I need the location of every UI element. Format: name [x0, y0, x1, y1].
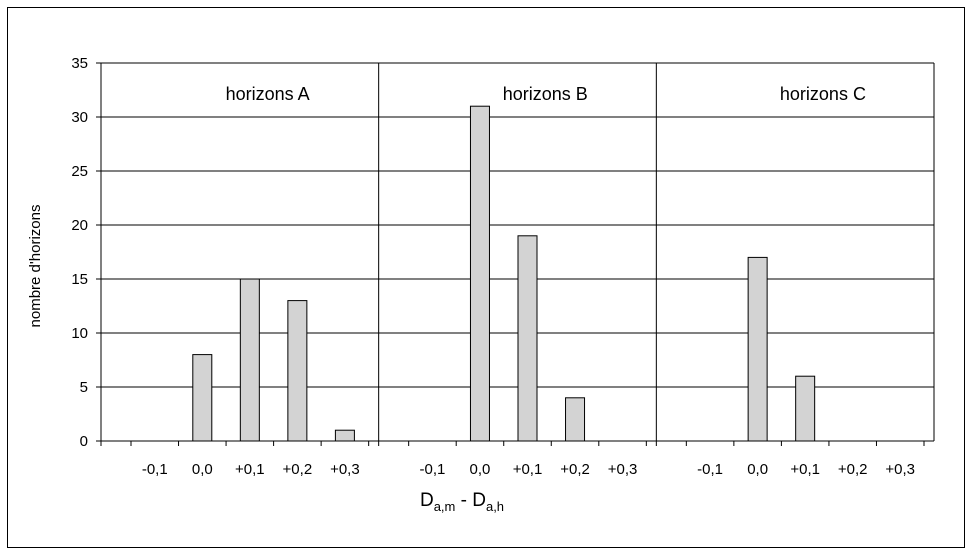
x-tick-label: +0,3	[330, 461, 360, 478]
y-axis-label: nombre d'horizons	[27, 205, 44, 328]
x-tick-label: +0,2	[283, 461, 313, 478]
x-tick-label: +0,2	[838, 461, 868, 478]
x-tick-label: -0,1	[697, 461, 723, 478]
x-tick-label: +0,1	[235, 461, 265, 478]
bar	[334, 429, 355, 442]
x-axis-label: Da,m - Da,h	[420, 490, 504, 514]
y-tick-label: 30	[71, 109, 88, 126]
panel-dividers	[378, 63, 657, 441]
y-tick-label: 20	[71, 217, 88, 234]
x-tick-label: 0,0	[192, 461, 213, 478]
x-tick-label: -0,1	[142, 461, 168, 478]
y-tick-label: 15	[71, 271, 88, 288]
x-tick-label: +0,1	[513, 461, 543, 478]
x-tick-label: +0,3	[608, 461, 638, 478]
x-tick-labels: -0,1 0,0 +0,1 +0,2 +0,3 -0,1 0,0 +0,1 +0,2 +0,3 -0…	[142, 461, 915, 478]
x-axis-label-sub2: a,h	[486, 499, 504, 514]
x-tick-label: +0,3	[885, 461, 915, 478]
x-tick-label: 0,0	[747, 461, 768, 478]
x-axis-label-main: D	[420, 490, 434, 511]
bar	[287, 300, 308, 442]
x-tick-label: 0,0	[470, 461, 491, 478]
panel-label: horizons A	[226, 84, 310, 104]
x-axis-label-mid: - D	[455, 490, 486, 511]
chart-frame: 0 5 10 15 20 25 30 35 -0,1 0,0 +0,1 +0,2 +0,3 -0,1 0,…	[7, 7, 965, 548]
y-tick-label: 10	[71, 325, 88, 342]
y-tick-label: 25	[71, 163, 88, 180]
x-tick-label: +0,2	[560, 461, 590, 478]
bar	[747, 256, 768, 442]
x-axis-label-sub1: a,m	[434, 499, 456, 514]
bar	[565, 397, 586, 442]
bars	[192, 105, 816, 442]
axes	[96, 62, 935, 446]
y-tick-label: 0	[80, 433, 88, 450]
y-tick-label: 35	[71, 55, 88, 72]
bar	[469, 105, 490, 442]
bar	[192, 354, 213, 442]
x-tick-label: +0,1	[790, 461, 820, 478]
bar-chart: 0 5 10 15 20 25 30 35 -0,1 0,0 +0,1 +0,2 +0,3 -0,1 0,…	[27, 55, 935, 514]
bar	[239, 278, 260, 442]
panel-label: horizons C	[780, 84, 866, 104]
x-tick-label: -0,1	[420, 461, 446, 478]
panel-labels: horizons A horizons B horizons C	[226, 84, 866, 104]
panel-label: horizons B	[503, 84, 588, 104]
y-tick-label: 5	[80, 379, 88, 396]
bar	[517, 235, 538, 442]
bar	[795, 375, 816, 442]
y-tick-labels: 0 5 10 15 20 25 30 35	[71, 55, 88, 450]
